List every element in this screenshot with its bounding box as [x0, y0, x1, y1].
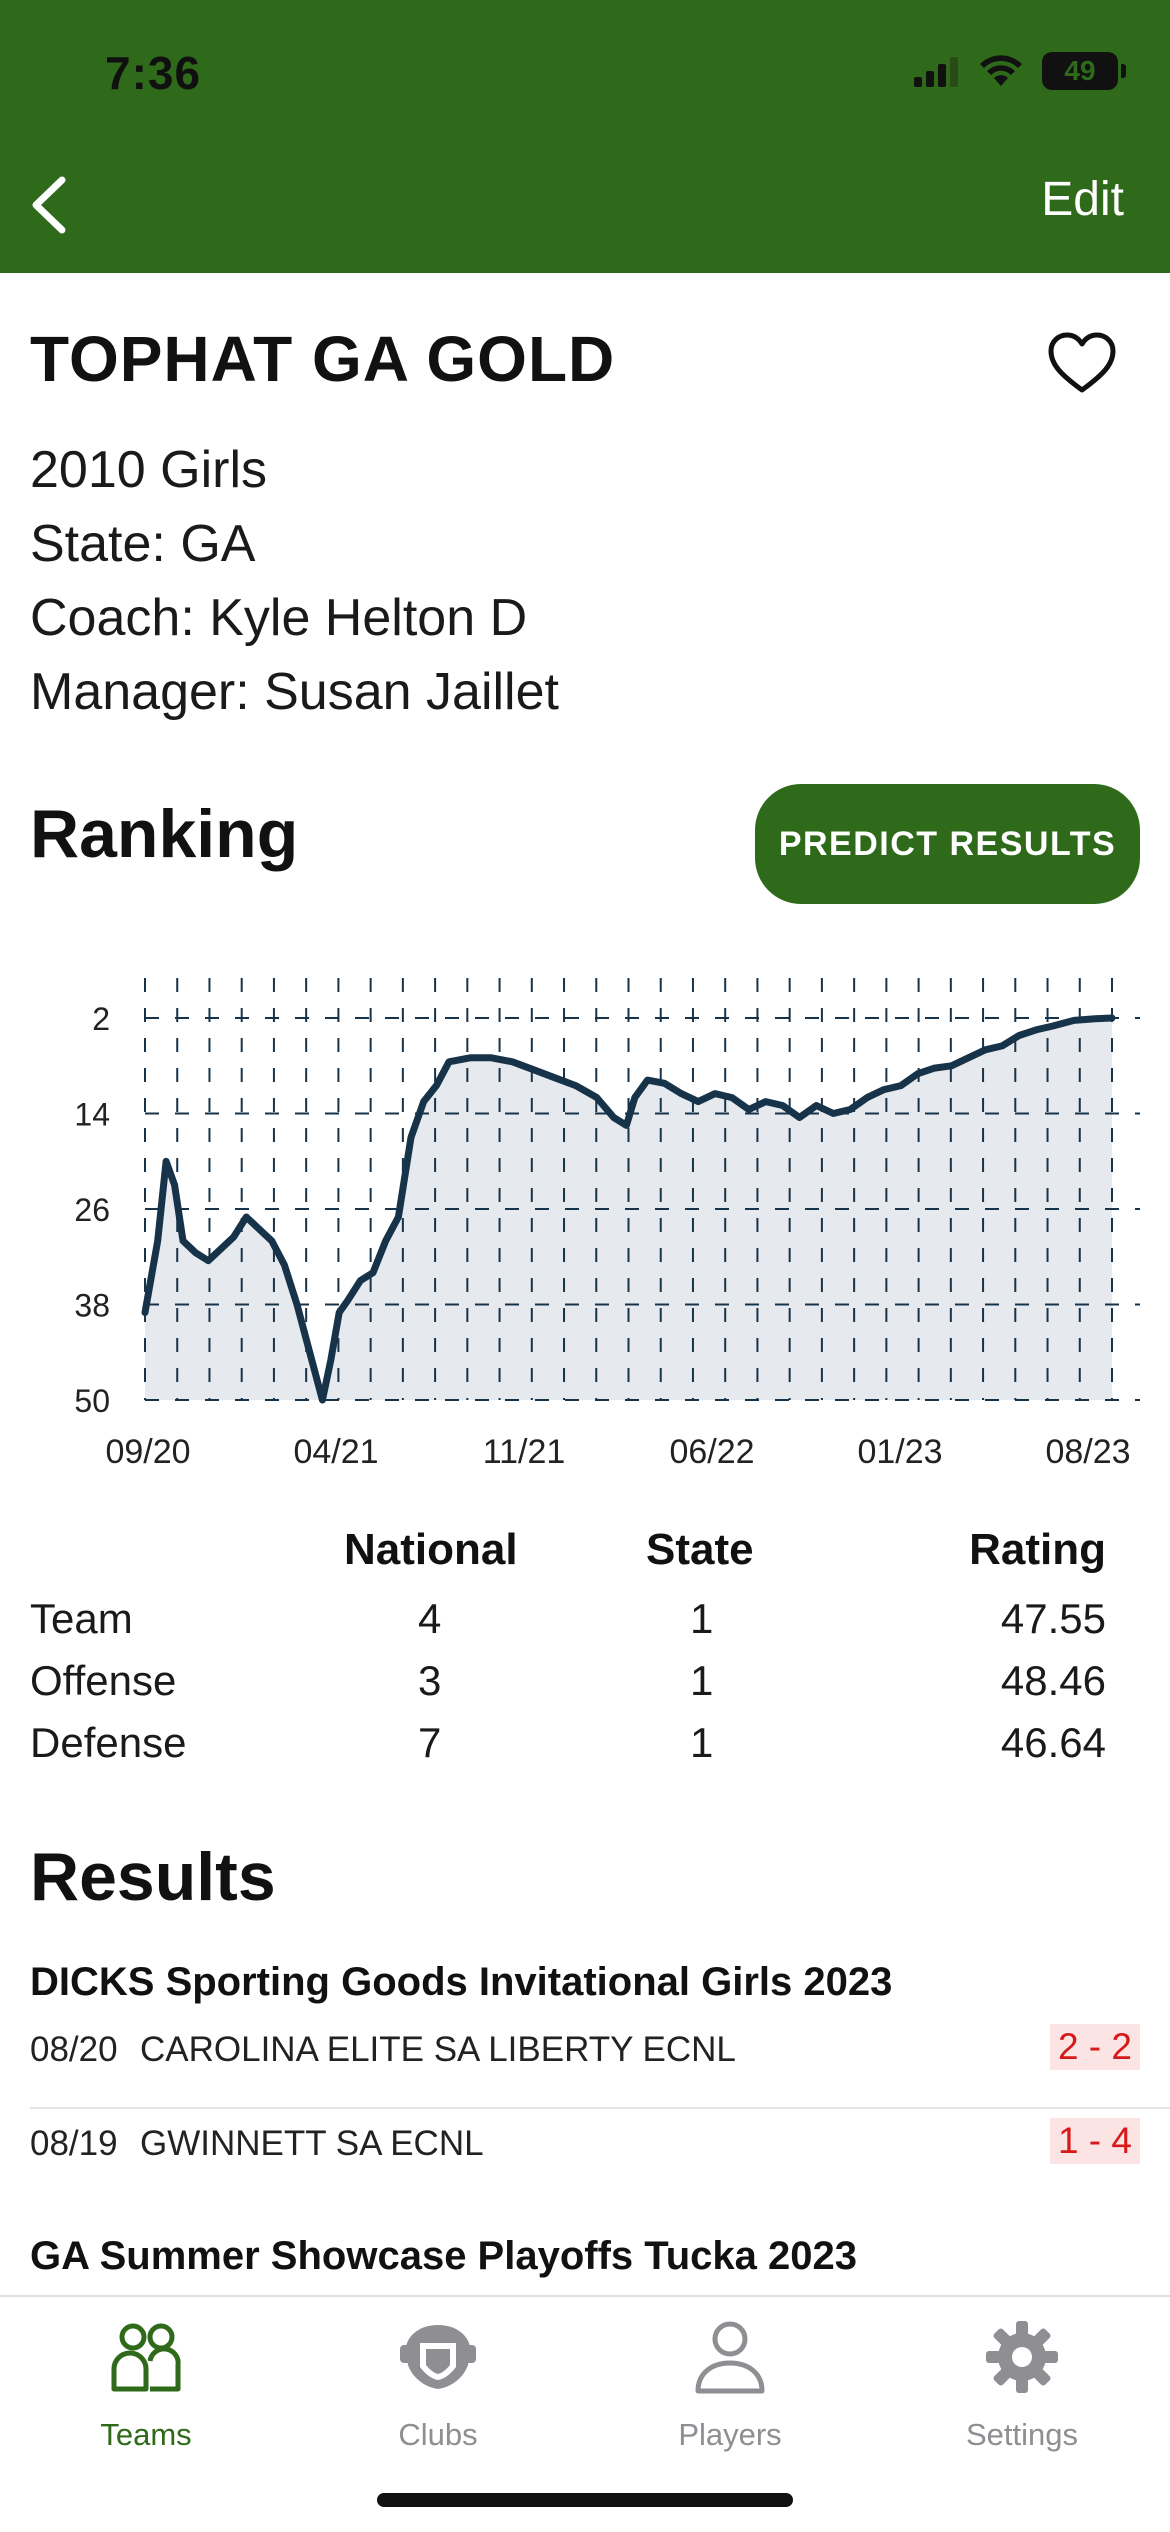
battery-icon: 49	[1042, 52, 1126, 90]
offense-rating: 48.46	[1000, 1657, 1106, 1704]
game-opponent: GWINNETT SA ECNL	[140, 2124, 484, 2163]
tab-bar: Teams Clubs Players	[0, 2295, 1170, 2532]
status-bar: 7:36 49	[0, 0, 1170, 130]
heart-icon[interactable]	[1046, 330, 1118, 396]
chart-x-tick-label: 08/23	[1045, 1433, 1130, 1470]
defense-national-rank: 7	[418, 1719, 442, 1766]
team-name: TOPHAT GA GOLD	[30, 323, 616, 395]
event-title[interactable]: GA Summer Showcase Playoffs Tucka 2023	[30, 2234, 858, 2278]
players-icon	[695, 2321, 765, 2394]
game-opponent: CAROLINA ELITE SA LIBERTY ECNL	[140, 2030, 736, 2069]
offense-state-rank: 1	[690, 1657, 714, 1704]
result-divider	[30, 2107, 1170, 2109]
back-chevron-icon[interactable]	[22, 170, 82, 240]
chart-x-tick-label: 11/21	[483, 1433, 566, 1470]
game-score: 1 - 4	[1049, 2118, 1140, 2164]
chart-y-tick-label: 14	[74, 1097, 110, 1133]
edit-button[interactable]: Edit	[1041, 173, 1124, 226]
team-state: State: GA	[30, 515, 256, 573]
teams-icon	[111, 2323, 181, 2392]
team-age-group: 2010 Girls	[30, 441, 267, 499]
chart-y-tick-label: 26	[74, 1192, 110, 1228]
battery-level: 49	[1064, 55, 1096, 86]
home-indicator	[377, 2493, 793, 2507]
event-title[interactable]: DICKS Sporting Goods Invitational Girls …	[30, 1960, 893, 2004]
predict-results-button[interactable]: PREDICT RESULTS	[755, 784, 1140, 904]
tab-clubs[interactable]: Clubs	[338, 2317, 538, 2467]
ranking-title: Ranking	[30, 796, 299, 872]
tab-label: Clubs	[398, 2417, 478, 2452]
team-state-rank: 1	[690, 1595, 714, 1642]
status-icons: 49	[914, 52, 1126, 90]
result-row[interactable]: 08/20 CAROLINA ELITE SA LIBERTY ECNL 2 -…	[30, 2012, 1140, 2102]
cellular-signal-icon	[914, 57, 958, 87]
game-date: 08/20	[30, 2030, 118, 2069]
ranking-chart: 2 14 26 38 50 09/20 04/21 11/21 06/22 01/23 08/23	[0, 950, 1170, 1470]
tab-label: Settings	[965, 2417, 1078, 2452]
team-coach: Coach: Kyle Helton D	[30, 589, 528, 647]
header-national: National	[344, 1525, 518, 1574]
results-title: Results	[30, 1839, 276, 1915]
chart-y-tick-label: 2	[92, 1001, 110, 1037]
tab-teams[interactable]: Teams	[46, 2317, 246, 2467]
chart-x-tick-label: 01/23	[857, 1433, 942, 1470]
ranking-chart-svg: 2 14 26 38 50 09/20 04/21 11/21 06/22 01/23 08/23	[74, 978, 1140, 1470]
tab-label: Players	[678, 2417, 782, 2452]
header-rating: Rating	[969, 1525, 1106, 1574]
chart-series-line	[141, 1014, 1116, 1404]
status-time: 7:36	[105, 47, 202, 99]
game-score: 2 - 2	[1049, 2024, 1140, 2070]
header-state: State	[646, 1525, 754, 1574]
settings-icon	[986, 2321, 1058, 2393]
tab-settings[interactable]: Settings	[922, 2317, 1122, 2467]
chart-x-tick-label: 09/20	[105, 1433, 190, 1470]
defense-state-rank: 1	[690, 1719, 714, 1766]
clubs-icon	[400, 2325, 476, 2389]
row-label-defense: Defense	[30, 1719, 187, 1766]
team-manager: Manager: Susan Jaillet	[30, 663, 559, 721]
tab-players[interactable]: Players	[630, 2317, 830, 2467]
result-row[interactable]: 08/19 GWINNETT SA ECNL 1 - 4	[30, 2106, 1140, 2196]
chart-y-tick-label: 50	[74, 1383, 110, 1419]
offense-national-rank: 3	[418, 1657, 442, 1704]
team-national-rank: 4	[418, 1595, 442, 1642]
navigation-bar: Edit	[0, 130, 1170, 273]
tab-label: Teams	[100, 2417, 192, 2452]
row-label-team: Team	[30, 1595, 133, 1642]
defense-rating: 46.64	[1000, 1719, 1106, 1766]
chart-x-tick-label: 04/21	[293, 1433, 378, 1470]
chart-y-tick-label: 38	[74, 1288, 110, 1324]
game-date: 08/19	[30, 2124, 118, 2163]
chart-x-tick-label: 06/22	[669, 1433, 754, 1470]
team-rating: 47.55	[1000, 1595, 1106, 1642]
row-label-offense: Offense	[30, 1657, 177, 1704]
wifi-icon	[980, 55, 1022, 86]
